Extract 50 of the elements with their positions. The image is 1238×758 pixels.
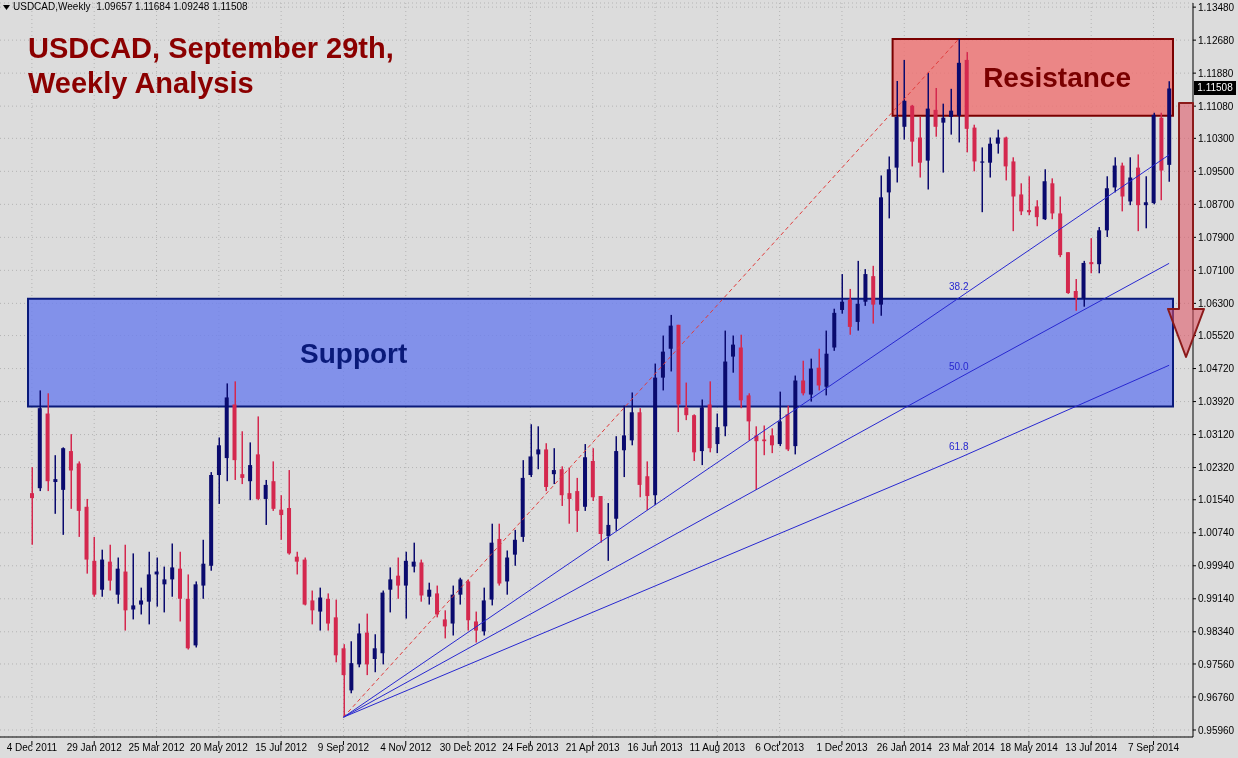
series-label: 38.2 — [949, 281, 969, 292]
x-tick-label: 7 Sep 2014 — [1127, 742, 1180, 753]
x-tick-label: 13 Jul 2014 — [1065, 742, 1118, 753]
y-tick-label: 1.07100 — [1198, 264, 1235, 276]
y-tick-label: 0.99940 — [1198, 560, 1235, 572]
y-tick-label: 0.99140 — [1198, 593, 1235, 605]
y-tick-label: 1.10300 — [1198, 132, 1235, 144]
x-tick-label: 25 Mar 2012 — [128, 742, 186, 753]
annotation: USDCAD,Weekly 1.09657 1.11684 1.09248 1.11508 — [13, 1, 248, 12]
band-label: Support — [300, 337, 408, 369]
x-tick-label: 23 Mar 2014 — [938, 742, 996, 753]
x-tick-label: 4 Nov 2012 — [380, 742, 432, 753]
x-tick-label: 1 Dec 2013 — [816, 742, 868, 753]
text: 1.11508 — [1194, 81, 1236, 96]
series-label: 50.0 — [949, 361, 969, 373]
y-tick-label: 1.04720 — [1198, 363, 1235, 375]
y-tick-label: 1.08700 — [1198, 198, 1235, 210]
x-tick-label: 18 May 2014 — [999, 742, 1059, 753]
text: USDCAD, September 29th, Weekly Analysis — [28, 31, 395, 101]
series-label: 61.8 — [949, 441, 969, 453]
band-label: Resistance — [983, 62, 1131, 94]
y-tick-label: 1.00740 — [1198, 527, 1235, 539]
x-tick-label: 15 Jul 2012 — [255, 742, 308, 753]
y-tick-label: 1.05520 — [1198, 330, 1235, 342]
x-tick-label: 21 Apr 2013 — [565, 742, 621, 753]
x-tick-label: 16 Jun 2013 — [627, 742, 683, 753]
x-tick-label: 20 May 2012 — [189, 742, 249, 753]
y-tick-label: 1.11080 — [1198, 100, 1234, 112]
y-tick-label: 1.03920 — [1198, 396, 1235, 408]
y-tick-label: 1.13480 — [1198, 1, 1235, 13]
x-tick-label: 29 Jan 2012 — [66, 742, 123, 753]
y-tick-label: 0.96760 — [1198, 691, 1235, 703]
y-tick-label: 0.95960 — [1198, 724, 1235, 736]
x-tick-label: 26 Jan 2014 — [876, 742, 933, 753]
y-tick-label: 1.11880 — [1198, 67, 1234, 79]
y-tick-label: 1.12680 — [1198, 34, 1235, 46]
y-tick-label: 1.03120 — [1198, 429, 1235, 441]
x-tick-label: 24 Feb 2013 — [502, 742, 559, 753]
x-tick-label: 11 Aug 2013 — [689, 742, 746, 753]
x-tick-label: 4 Dec 2011 — [6, 742, 58, 753]
x-tick-label: 6 Oct 2013 — [755, 742, 805, 753]
y-tick-label: 1.01540 — [1198, 494, 1235, 506]
y-tick-label: 1.09500 — [1198, 165, 1235, 177]
x-tick-label: 9 Sep 2012 — [317, 742, 370, 753]
y-tick-label: 0.97560 — [1198, 658, 1235, 670]
x-tick-label: 30 Dec 2012 — [439, 742, 497, 753]
y-tick-label: 1.02320 — [1198, 462, 1235, 474]
y-tick-label: 0.98340 — [1198, 626, 1235, 638]
y-tick-label: 1.07900 — [1198, 231, 1235, 243]
y-tick-label: 1.06300 — [1198, 297, 1235, 309]
